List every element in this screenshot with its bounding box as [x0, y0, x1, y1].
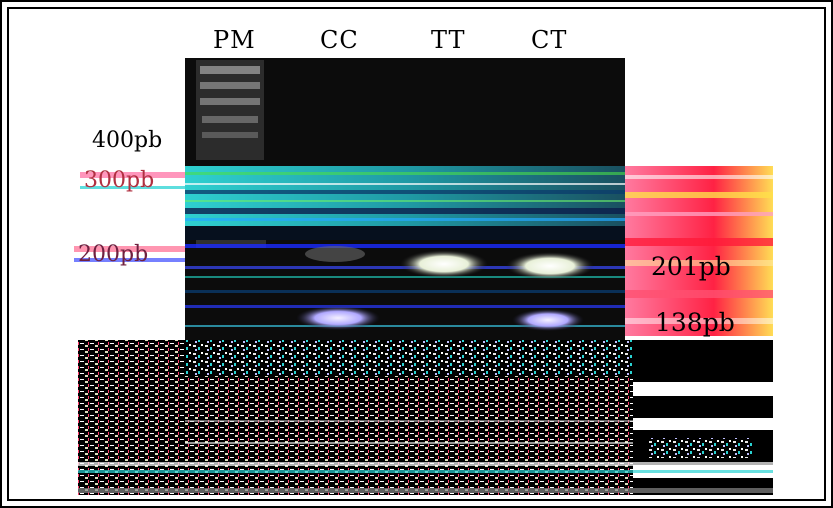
band-cc-138 [296, 306, 380, 330]
band-label-138: 138pb [655, 308, 735, 337]
bottom-noise [78, 340, 773, 495]
stripe-artifacts-right [625, 166, 773, 336]
band-cc-faint [305, 246, 365, 262]
band-ct-201 [506, 252, 594, 280]
stripe-artifacts-upper [185, 166, 625, 226]
inner-border [7, 7, 826, 501]
band-tt-201 [400, 250, 488, 278]
stripe-artifacts-middle [185, 226, 625, 327]
lane-label-tt: TT [431, 26, 466, 54]
band-ct-138 [512, 309, 584, 331]
marker-300: 300pb [84, 168, 155, 193]
lane-label-pm: PM [213, 26, 256, 54]
stripe-artifacts-left [74, 172, 185, 262]
band-label-201: 201pb [651, 252, 731, 281]
lane-label-cc: CC [320, 26, 359, 54]
lane-label-ct: CT [531, 26, 568, 54]
marker-400: 400pb [92, 128, 163, 153]
marker-200: 200pb [78, 242, 149, 267]
